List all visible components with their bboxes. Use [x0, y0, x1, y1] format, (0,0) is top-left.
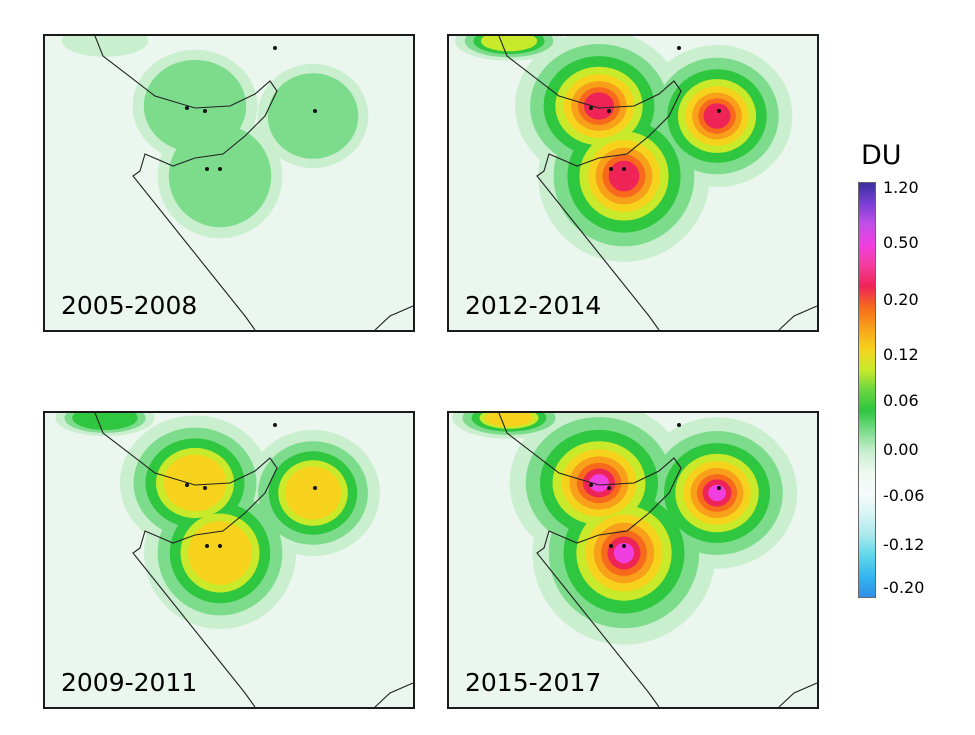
concentration-contour: [284, 466, 342, 520]
city-marker: [589, 483, 593, 487]
city-marker: [313, 486, 317, 490]
city-marker: [609, 167, 613, 171]
legend-tick: 1.20: [883, 178, 919, 197]
concentration-contour: [61, 36, 149, 57]
city-marker: [273, 46, 277, 50]
map-panel-2012-2014: 2012-2014: [447, 34, 819, 332]
legend-tick: 0.12: [883, 345, 919, 364]
legend-colorbar: [858, 182, 876, 598]
coastline: [778, 305, 817, 330]
so2-heatmap: [449, 36, 817, 330]
city-marker: [677, 46, 681, 50]
legend-tick: 0.20: [883, 290, 919, 309]
concentration-contour: [188, 521, 252, 585]
city-marker: [185, 106, 189, 110]
concentration-contour: [589, 474, 609, 492]
legend-tick: -0.06: [883, 486, 925, 505]
city-marker: [273, 423, 277, 427]
legend-tick: 0.50: [883, 233, 919, 252]
city-marker: [622, 167, 626, 171]
city-marker: [609, 544, 613, 548]
city-marker: [205, 167, 209, 171]
city-marker: [607, 486, 611, 490]
period-label: 2005-2008: [61, 291, 198, 320]
city-marker: [205, 544, 209, 548]
coastline: [778, 682, 817, 707]
concentration-contour: [163, 454, 227, 512]
city-marker: [607, 109, 611, 113]
city-marker: [717, 486, 721, 490]
map-panel-2009-2011: 2009-2011: [43, 411, 415, 709]
concentration-contour: [72, 413, 138, 430]
city-marker: [622, 544, 626, 548]
concentration-contour: [703, 103, 731, 129]
coastline: [94, 413, 278, 707]
so2-heatmap: [449, 413, 817, 707]
city-marker: [589, 106, 593, 110]
so2-heatmap: [45, 413, 413, 707]
concentration-contour: [608, 160, 640, 192]
city-marker: [203, 486, 207, 490]
city-marker: [218, 544, 222, 548]
legend-tick: -0.20: [883, 578, 925, 597]
coastline: [498, 413, 682, 707]
legend-tick: 0.00: [883, 440, 919, 459]
coastline: [374, 305, 413, 330]
concentration-contour: [480, 36, 538, 52]
legend-unit: DU: [861, 140, 902, 171]
city-marker: [203, 109, 207, 113]
city-marker: [677, 423, 681, 427]
period-label: 2009-2011: [61, 668, 198, 697]
city-marker: [313, 109, 317, 113]
coastline: [374, 682, 413, 707]
concentration-contour: [485, 413, 533, 427]
concentration-contour: [168, 124, 272, 228]
period-label: 2012-2014: [465, 291, 602, 320]
city-marker: [218, 167, 222, 171]
map-panel-2005-2008: 2005-2008: [43, 34, 415, 332]
concentration-contour: [267, 73, 359, 159]
legend-tick: -0.12: [883, 535, 925, 554]
concentration-contour: [708, 484, 726, 502]
legend-tick: 0.06: [883, 391, 919, 410]
concentration-contour: [613, 542, 635, 564]
concentration-contour: [583, 92, 615, 120]
city-marker: [185, 483, 189, 487]
so2-heatmap: [45, 36, 413, 330]
coastline: [94, 36, 278, 330]
period-label: 2015-2017: [465, 668, 602, 697]
coastline: [498, 36, 682, 330]
map-panel-2015-2017: 2015-2017: [447, 411, 819, 709]
city-marker: [717, 109, 721, 113]
